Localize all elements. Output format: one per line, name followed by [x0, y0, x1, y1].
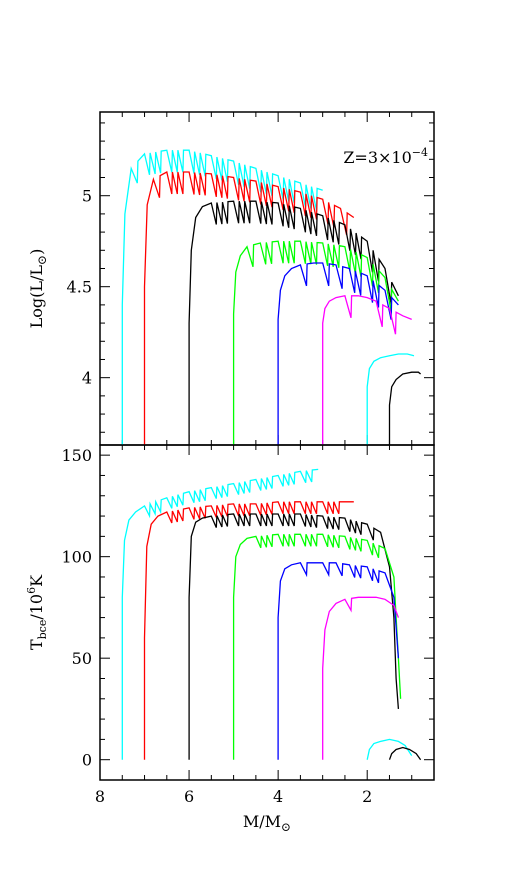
series-line — [277, 262, 399, 445]
bottom-panel-xtick-labels: 8 6 4 2 — [95, 787, 372, 806]
x-tick-label: 2 — [362, 787, 372, 806]
x-tick-label: 8 — [95, 787, 105, 806]
series-line — [277, 562, 400, 760]
series-line — [188, 513, 400, 760]
series-line — [388, 746, 422, 761]
top-panel-ytick-labels: 44.55 — [67, 187, 92, 388]
y-tick-label: 150 — [61, 446, 92, 465]
bottom-panel-ylabel: Tbce/106K — [25, 574, 49, 650]
y-tick-label: 4 — [82, 369, 92, 388]
metallicity-annotation: Z=3×10−4 — [343, 146, 428, 167]
bottom-panel-ticks — [99, 445, 435, 781]
series-line — [366, 738, 413, 760]
y-tick-label: 100 — [61, 548, 92, 567]
bottom-panel-ytick-labels: 0 50 100 150 — [61, 446, 92, 770]
series-line — [121, 468, 319, 760]
series-line — [232, 533, 402, 760]
series-line — [188, 200, 399, 445]
x-tick-label: 4 — [273, 787, 283, 806]
bottom-panel-temperature: 0 50 100 150 8 6 4 2 Tbce/106K M/M⊙ — [25, 444, 435, 834]
bottom-panel-frame — [99, 444, 435, 781]
y-tick-label: 4.5 — [67, 278, 92, 297]
series-line — [232, 240, 399, 445]
y-tick-label: 50 — [72, 649, 92, 668]
top-panel-ylabel: Log(L/L⊙) — [27, 249, 49, 329]
x-tick-label: 6 — [184, 787, 194, 806]
y-tick-label: 5 — [82, 187, 92, 206]
series-line — [388, 371, 422, 445]
series-line — [322, 596, 400, 760]
series-line — [322, 295, 412, 445]
bottom-panel-xlabel: M/M⊙ — [243, 812, 291, 834]
series-line — [366, 353, 415, 445]
top-panel-series — [121, 149, 422, 445]
bottom-panel-series — [121, 468, 422, 761]
top-panel-luminosity: 44.55 Z=3×10−4 Log(L/L⊙) — [27, 111, 435, 446]
series-line — [121, 149, 323, 445]
y-tick-label: 0 — [82, 751, 92, 770]
series-line — [143, 171, 355, 445]
